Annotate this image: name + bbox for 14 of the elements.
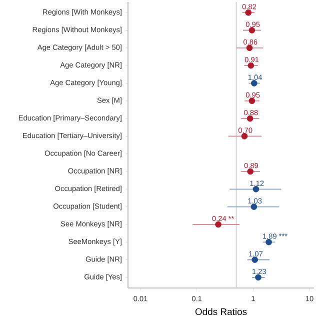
point bbox=[247, 168, 254, 175]
point bbox=[245, 9, 252, 16]
point bbox=[241, 132, 248, 140]
point bbox=[250, 80, 258, 86]
point bbox=[250, 204, 258, 210]
point bbox=[248, 62, 254, 69]
point bbox=[248, 27, 256, 34]
point bbox=[246, 115, 254, 122]
point bbox=[252, 186, 260, 192]
point bbox=[248, 98, 256, 104]
point bbox=[252, 256, 258, 263]
x-axis-title: Odds Ratios bbox=[195, 308, 247, 316]
point bbox=[255, 274, 262, 281]
point bbox=[246, 44, 253, 52]
